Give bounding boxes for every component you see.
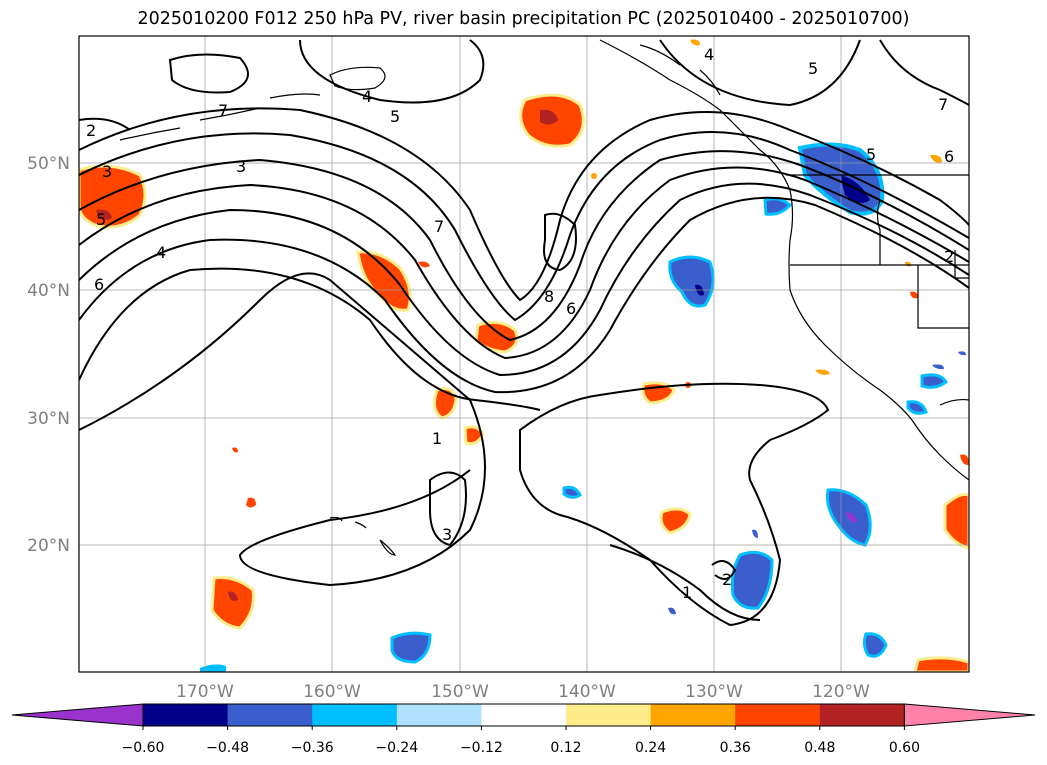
colorbar-segment <box>143 704 229 726</box>
map-title: 2025010200 F012 250 hPa PV, river basin … <box>137 9 910 29</box>
colorbar-tick-label: 0.12 <box>550 740 581 756</box>
colorbar-extend-low <box>11 703 144 727</box>
colorbar-segment <box>396 704 482 726</box>
colorbar-segment <box>735 704 821 726</box>
contour-label: 3 <box>102 162 112 181</box>
contour-label: 2 <box>86 121 96 140</box>
contour-label: 6 <box>944 147 954 166</box>
lat-label: 50°N <box>27 154 70 174</box>
contour-label: 2 <box>944 247 954 266</box>
colorbar-tick-label: −0.48 <box>206 740 249 756</box>
colorbar-tick-label: −0.12 <box>460 740 503 756</box>
lon-label: 140°W <box>558 682 616 702</box>
colorbar-border <box>142 703 905 727</box>
lat-label: 30°N <box>27 409 70 429</box>
contour-label: 1 <box>432 429 442 448</box>
colorbar: −0.60 −0.48 −0.36 −0.24 −0.12 0.12 0.24 0.36 0.4… <box>11 703 1036 756</box>
contour-label: 3 <box>442 525 452 544</box>
lon-label: 170°W <box>176 682 234 702</box>
lon-label: 120°W <box>812 682 870 702</box>
contour-label: 5 <box>390 107 400 126</box>
contour-label: 5 <box>96 210 106 229</box>
contour-label: 5 <box>808 59 818 78</box>
contour-labels: 7 3 4 5 4 2 3 5 6 7 8 6 1 3 1 2 4 5 7 5 … <box>86 45 954 602</box>
colorbar-segment <box>566 704 652 726</box>
longitude-labels: 170°W 160°W 150°W 140°W 130°W 120°W <box>176 682 870 702</box>
colorbar-segment <box>227 704 313 726</box>
colorbar-tick-label: −0.24 <box>375 740 418 756</box>
contour-label: 7 <box>434 217 444 236</box>
contour-label: 6 <box>566 299 576 318</box>
contour-label: 7 <box>218 101 228 120</box>
colorbar-segment <box>312 704 398 726</box>
colorbar-tick-label: 0.48 <box>804 740 835 756</box>
coastlines <box>119 39 969 556</box>
contour-label: 7 <box>938 95 948 114</box>
latitude-labels: 50°N 40°N 30°N 20°N <box>27 154 70 556</box>
colorbar-segment <box>819 704 905 726</box>
lon-label: 130°W <box>685 682 743 702</box>
contour-label: 5 <box>866 145 876 164</box>
contour-label: 3 <box>236 157 246 176</box>
lat-label: 20°N <box>27 536 70 556</box>
map-frame <box>78 35 970 673</box>
colorbar-extend-high <box>903 703 1036 727</box>
colorbar-tick-label: 0.60 <box>889 740 920 756</box>
contour-label: 2 <box>722 570 732 589</box>
contour-label: 8 <box>544 287 554 306</box>
colorbar-tick-label: 0.24 <box>635 740 666 756</box>
pv-contours <box>79 39 969 627</box>
colorbar-tick-label: 0.36 <box>720 740 751 756</box>
colorbar-segment <box>481 704 567 726</box>
lon-label: 160°W <box>303 682 361 702</box>
contour-label: 6 <box>94 275 104 294</box>
colorbar-segment <box>650 704 736 726</box>
contour-label: 4 <box>704 45 714 64</box>
colorbar-tick-label: −0.60 <box>122 740 165 756</box>
contour-label: 4 <box>156 243 166 262</box>
contour-label: 4 <box>362 87 372 106</box>
lon-label: 150°W <box>431 682 489 702</box>
colorbar-tick-label: −0.36 <box>291 740 334 756</box>
contour-label: 1 <box>682 583 692 602</box>
lat-label: 40°N <box>27 281 70 301</box>
